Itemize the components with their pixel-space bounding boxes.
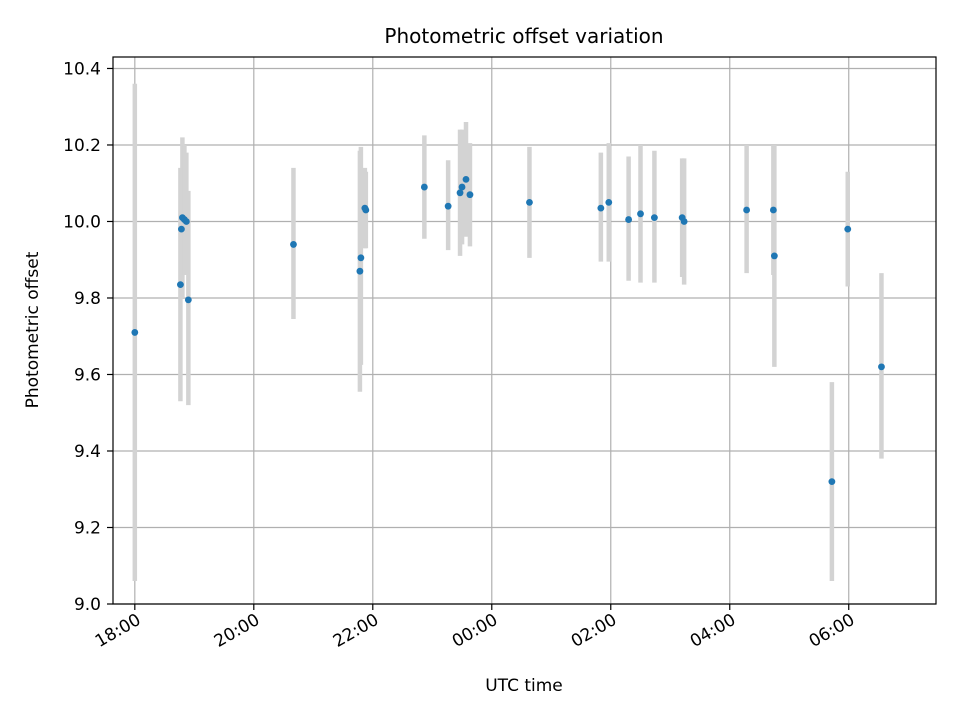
data-point [356,267,364,275]
data-point [466,191,474,199]
y-tick-label: 9.2 [74,518,101,538]
data-point [362,206,370,214]
data-point [131,329,139,336]
y-axis-label: Photometric offset [23,251,43,408]
data-point [637,210,644,218]
y-tick-label: 9.6 [74,365,101,385]
data-point [357,254,365,262]
data-point [597,204,605,212]
chart-title: Photometric offset variation [384,24,663,48]
data-point [844,225,852,233]
data-point [184,296,192,304]
y-tick-label: 9.8 [74,289,101,309]
data-point [828,478,836,485]
y-tick-label: 10.2 [63,136,101,156]
data-point [290,241,297,248]
plot-frame [112,56,937,605]
data-point [878,363,885,371]
data-point [462,176,470,183]
y-tick-label: 9.0 [74,595,101,615]
data-point [444,202,452,210]
data-point [605,198,613,206]
data-point [182,218,190,225]
grid [113,57,936,605]
data-point [526,198,533,206]
data-point [177,281,184,288]
y-axis-ticks: 9.0 9.2 9.4 9.6 9.8 10.0 10.2 10.4 [63,59,113,615]
y-tick-label: 10.0 [63,212,101,232]
y-tick-label: 9.4 [74,442,101,462]
data-point [178,225,185,233]
y-tick-label: 10.4 [63,59,101,79]
data-point [680,218,688,225]
x-axis-label: UTC time [485,676,563,696]
data-point [420,183,428,191]
data-point [458,183,466,191]
data-point [650,214,658,222]
data-points [131,176,885,485]
data-point [456,189,464,197]
data-point [769,206,777,214]
data-point [743,206,751,214]
data-point [770,252,778,260]
data-point [625,216,633,223]
